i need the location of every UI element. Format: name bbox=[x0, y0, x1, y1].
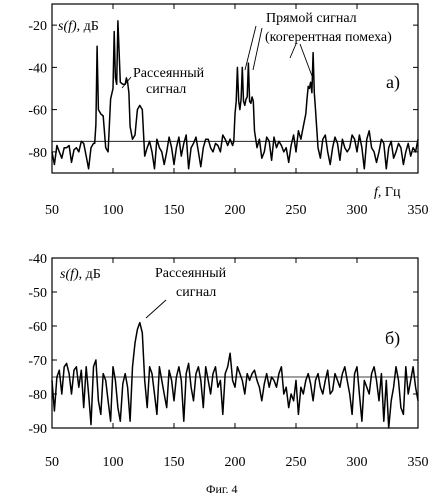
chart-a-xticks: 50 100 150 200 250 300 350 bbox=[45, 4, 429, 218]
pointer-line bbox=[289, 43, 297, 59]
y-tick-label: -70 bbox=[28, 354, 47, 369]
y-tick-label: -40 bbox=[28, 252, 47, 267]
y-tick-label: -80 bbox=[28, 388, 47, 403]
spectrum-line bbox=[51, 321, 419, 429]
pointer-line bbox=[252, 27, 263, 71]
annotation-scattered-b-line2: сигнал bbox=[176, 285, 216, 300]
spectrum-line bbox=[51, 20, 419, 170]
annotation-arrows-a bbox=[121, 25, 313, 89]
x-tick-label: 200 bbox=[225, 455, 246, 470]
x-tick-label: 150 bbox=[164, 455, 185, 470]
chart-a-xlabel: f, Гц bbox=[374, 185, 401, 200]
x-tick-label: 250 bbox=[286, 203, 307, 218]
x-tick-label: 100 bbox=[103, 203, 124, 218]
chart-a-panel-label: а) bbox=[386, 72, 400, 93]
y-tick-label: -60 bbox=[28, 320, 47, 335]
chart-b-xticks: 50 100 150 200 250 300 350 bbox=[45, 258, 429, 470]
y-tick-label: -20 bbox=[28, 19, 47, 34]
annotation-scattered-a-line2: сигнал bbox=[146, 82, 186, 97]
y-tick-label: -50 bbox=[28, 286, 47, 301]
y-tick-label: -40 bbox=[28, 61, 47, 76]
x-tick-label: 300 bbox=[347, 455, 368, 470]
chart-a-yticks: -20 -40 -60 -80 bbox=[28, 19, 418, 161]
annotation-scattered-b-line1: Рассеянный bbox=[155, 266, 227, 281]
chart-a-ylabel: s(f), дБ bbox=[58, 19, 99, 34]
x-tick-label: 300 bbox=[347, 203, 368, 218]
x-tick-label: 100 bbox=[103, 455, 124, 470]
x-tick-label: 250 bbox=[286, 455, 307, 470]
annotation-direct-line2: (когерентная помеха) bbox=[265, 30, 392, 45]
pointer-line bbox=[121, 76, 132, 89]
y-tick-label: -80 bbox=[28, 146, 47, 161]
pointer-line bbox=[145, 299, 167, 319]
chart-b-series bbox=[51, 321, 419, 429]
x-tick-label: 200 bbox=[225, 203, 246, 218]
y-tick-label: -90 bbox=[28, 422, 47, 437]
chart-b: -40-50-60-70-80-90 50 100 150 200 250 300 350 … bbox=[28, 252, 428, 470]
chart-a-series bbox=[51, 20, 419, 170]
annotation-direct-line1: Прямой сигнал bbox=[266, 11, 357, 26]
pointer-line bbox=[244, 25, 257, 71]
x-tick-label: 50 bbox=[45, 455, 59, 470]
annotation-scattered-a-line1: Рассеянный bbox=[133, 66, 205, 81]
pointer-line bbox=[299, 43, 313, 77]
chart-b-ylabel: s(f), дБ bbox=[60, 267, 101, 282]
figure-caption: Фиг. 4 bbox=[206, 482, 237, 496]
y-tick-label: -60 bbox=[28, 104, 47, 119]
x-tick-label: 350 bbox=[408, 203, 429, 218]
x-tick-label: 50 bbox=[45, 203, 59, 218]
x-tick-label: 150 bbox=[164, 203, 185, 218]
x-tick-label: 350 bbox=[408, 455, 429, 470]
chart-b-panel-label: б) bbox=[385, 328, 400, 349]
chart-a: -20 -40 -60 -80 50 100 150 200 250 300 350 s(f), … bbox=[28, 3, 429, 218]
chart-b-yticks: -40 -50 -60 -70 -80 -90 bbox=[28, 252, 418, 437]
